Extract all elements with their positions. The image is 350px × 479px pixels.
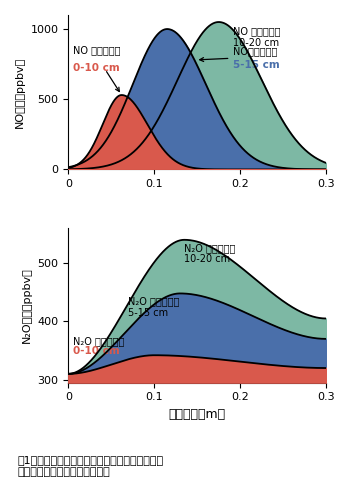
Text: 0-10 cm: 0-10 cm [72, 346, 119, 356]
Text: NO 生成部深度
10-20 cm: NO 生成部深度 10-20 cm [233, 26, 281, 48]
Text: NO生成部深度: NO生成部深度 [200, 46, 278, 68]
Text: N₂O 生成部深度
10-20 cm: N₂O 生成部深度 10-20 cm [184, 243, 236, 264]
Y-axis label: N₂O濃度（ppbv）: N₂O濃度（ppbv） [22, 267, 32, 343]
Y-axis label: NO濃度（ppbv）: NO濃度（ppbv） [15, 57, 25, 128]
Text: N₂O 生成部深度
5-15 cm: N₂O 生成部深度 5-15 cm [128, 297, 180, 318]
Text: 5-15 cm: 5-15 cm [233, 60, 280, 70]
Text: NO 生成部深度: NO 生成部深度 [72, 45, 120, 91]
Text: 0-10 cm: 0-10 cm [72, 63, 119, 73]
Text: 図1　土壌中のガス濃度分布に及ぼすガス生成部
　　深度の影響（モデル解析）: 図1 土壌中のガス濃度分布に及ぼすガス生成部 深度の影響（モデル解析） [18, 455, 164, 477]
Text: N₂O 生成部深度: N₂O 生成部深度 [72, 336, 124, 346]
X-axis label: 土壌深度（m）: 土壌深度（m） [169, 408, 226, 421]
